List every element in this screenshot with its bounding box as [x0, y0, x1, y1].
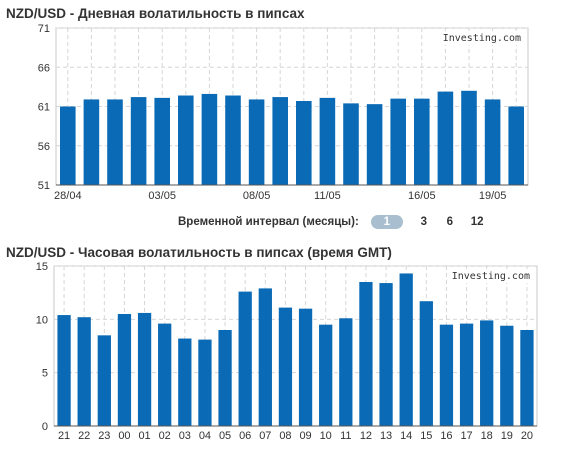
- x-tick-label: 18: [481, 430, 493, 442]
- y-tick-label: 10: [36, 314, 48, 326]
- x-tick-label: 14: [400, 430, 412, 442]
- y-tick-label: 71: [38, 23, 50, 35]
- x-tick-label: 03/05: [148, 190, 176, 202]
- bar: [461, 90, 477, 185]
- brand-background: [442, 31, 524, 45]
- bar: [500, 325, 514, 426]
- y-tick-label: 15: [36, 261, 48, 273]
- x-tick-label: 28/04: [54, 190, 82, 202]
- y-tick-label: 66: [38, 62, 50, 74]
- interval-selector: Временной интервал (месяцы): 1 3 6 12: [178, 213, 500, 231]
- bar: [225, 95, 241, 185]
- x-tick-label: 04: [199, 430, 211, 442]
- x-tick-label: 08/05: [243, 190, 271, 202]
- investing-logo-text: Investing.com: [452, 271, 530, 282]
- bar: [97, 335, 111, 426]
- y-tick-label: 56: [38, 141, 50, 153]
- x-tick-label: 16/05: [408, 190, 436, 202]
- bar: [520, 330, 534, 426]
- hourly-chart-title: NZD/USD - Часовая волатильность в пипсах…: [6, 245, 392, 260]
- y-tick-label: 51: [38, 180, 50, 192]
- x-tick-label: 12: [360, 430, 372, 442]
- bar: [298, 308, 313, 426]
- x-tick-label: 08: [279, 430, 291, 442]
- x-tick-label: 00: [118, 430, 130, 442]
- bar: [343, 103, 359, 185]
- x-tick-label: 23: [98, 430, 110, 442]
- plot-area: [53, 265, 538, 427]
- bar: [130, 97, 147, 185]
- interval-option-1[interactable]: 1: [370, 215, 403, 229]
- bar: [60, 106, 76, 185]
- bar: [414, 98, 430, 185]
- bar: [484, 99, 501, 185]
- bar: [459, 323, 474, 426]
- bar: [390, 98, 406, 185]
- y-tick-label: 0: [42, 421, 48, 433]
- bar: [57, 315, 71, 426]
- daily-volatility-chart: 51 56 61 66 71 28/04 03/05 08/05 11/05 16/05 19/05…: [38, 23, 529, 202]
- bar: [439, 324, 454, 426]
- bar: [218, 330, 232, 426]
- bar: [379, 283, 393, 426]
- bar: [278, 307, 293, 426]
- bar: [137, 312, 152, 426]
- x-tick-label: 11: [340, 430, 351, 442]
- y-tick-label: 61: [38, 102, 50, 114]
- bar: [319, 324, 333, 426]
- x-tick-label: 11/05: [314, 190, 341, 202]
- bar: [437, 91, 454, 185]
- x-tick-label: 21: [58, 430, 70, 442]
- bar: [77, 317, 91, 426]
- bar: [107, 99, 123, 185]
- x-tick-label: 09: [299, 430, 311, 442]
- bar: [272, 97, 288, 185]
- bar: [366, 104, 383, 185]
- bar: [359, 282, 373, 426]
- x-tick-label: 16: [440, 430, 452, 442]
- x-tick-label: 17: [460, 430, 472, 442]
- interval-option-12[interactable]: 12: [470, 216, 484, 228]
- bar: [154, 97, 170, 185]
- x-tick-label: 19: [501, 430, 513, 442]
- x-tick-label: 06: [239, 430, 251, 442]
- bar: [248, 99, 265, 185]
- y-tick-label: 5: [42, 368, 48, 380]
- x-tick-label: 13: [380, 430, 392, 442]
- bar: [258, 288, 272, 426]
- bar: [158, 323, 172, 426]
- bar: [178, 95, 194, 185]
- x-tick-label: 10: [320, 430, 332, 442]
- bar: [399, 273, 413, 426]
- interval-option-3[interactable]: 3: [420, 216, 427, 228]
- brand-background: [451, 269, 533, 283]
- bar: [339, 318, 353, 426]
- bar: [508, 106, 524, 185]
- bar: [319, 97, 336, 185]
- bar: [296, 101, 312, 185]
- x-tick-label: 05: [219, 430, 231, 442]
- x-tick-label: 20: [521, 430, 533, 442]
- bar: [178, 338, 192, 426]
- x-tick-label: 03: [179, 430, 191, 442]
- x-tick-label: 15: [420, 430, 432, 442]
- x-tick-label: 02: [159, 430, 171, 442]
- interval-label: Временной интервал (месяцы):: [178, 216, 359, 228]
- x-tick-label: 01: [138, 430, 150, 442]
- bar: [117, 314, 132, 426]
- x-tick-label: 19/05: [479, 190, 507, 202]
- x-tick-label: 22: [78, 430, 90, 442]
- x-tick-label: 07: [259, 430, 271, 442]
- bar: [419, 301, 433, 426]
- bar: [480, 320, 494, 426]
- investing-logo-text: Investing.com: [443, 33, 521, 44]
- bar: [83, 99, 100, 185]
- bar: [201, 93, 218, 185]
- interval-option-6[interactable]: 6: [446, 216, 453, 228]
- bar: [198, 339, 212, 426]
- daily-chart-title: NZD/USD - Дневная волатильность в пипсах: [6, 6, 305, 21]
- bar: [238, 291, 252, 426]
